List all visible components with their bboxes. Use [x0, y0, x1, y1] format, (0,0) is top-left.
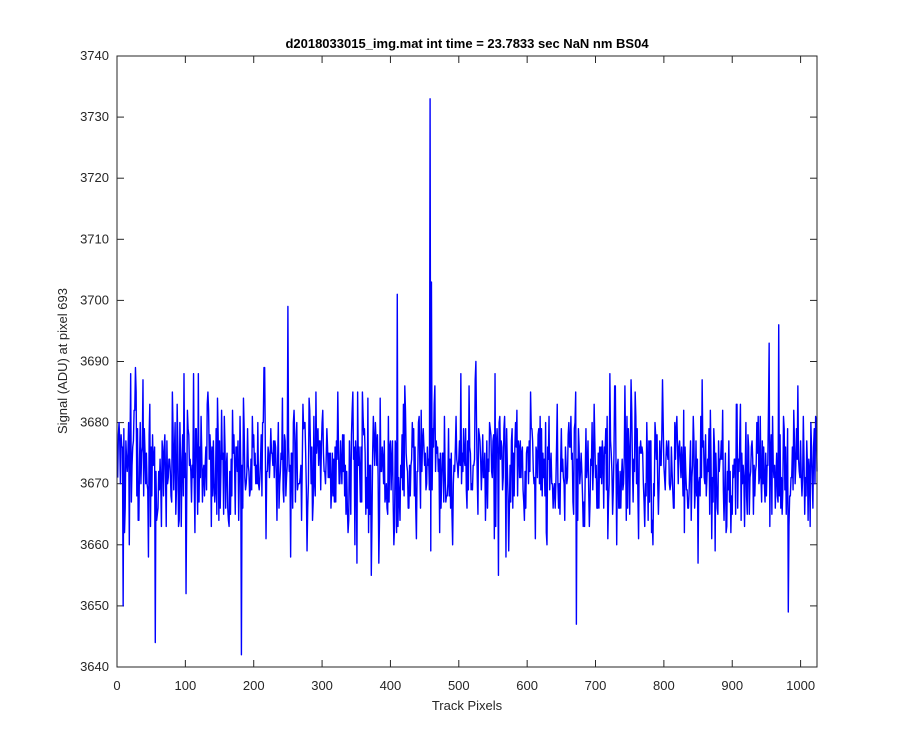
x-tick-label: 900: [721, 678, 743, 693]
x-tick-label: 600: [516, 678, 538, 693]
y-tick-label: 3640: [80, 659, 109, 674]
x-axis-label: Track Pixels: [432, 698, 503, 713]
series-layer: [116, 98, 818, 656]
axes-box: [116, 55, 818, 668]
y-tick-label: 3660: [80, 537, 109, 552]
x-tick-label: 500: [448, 678, 470, 693]
y-tick-label: 3730: [80, 109, 109, 124]
tick-labels-layer: 0 100 200 300 400 500 600 700 800 900 1000 3640 3650…: [80, 48, 815, 693]
y-tick-label: 3690: [80, 354, 109, 369]
y-tick-label: 3670: [80, 476, 109, 491]
y-tick-label: 3680: [80, 415, 109, 430]
signal-series-line: [116, 98, 818, 656]
y-axis-label: Signal (ADU) at pixel 693: [55, 288, 70, 434]
y-tick-label: 3740: [80, 48, 109, 63]
x-tick-label: 700: [585, 678, 607, 693]
x-tick-label: 800: [653, 678, 675, 693]
chart-title: d2018033015_img.mat int time = 23.7833 s…: [285, 36, 649, 51]
y-tick-label: 3650: [80, 598, 109, 613]
x-tick-label: 300: [311, 678, 333, 693]
y-tick-label: 3720: [80, 170, 109, 185]
y-tick-label: 3700: [80, 292, 109, 307]
x-tick-label: 0: [113, 678, 120, 693]
x-tick-label: 200: [243, 678, 265, 693]
plot-area-background: [117, 56, 817, 667]
x-tick-label: 400: [380, 678, 402, 693]
x-tick-label: 1000: [786, 678, 815, 693]
y-tick-label: 3710: [80, 231, 109, 246]
x-tick-label: 100: [175, 678, 197, 693]
